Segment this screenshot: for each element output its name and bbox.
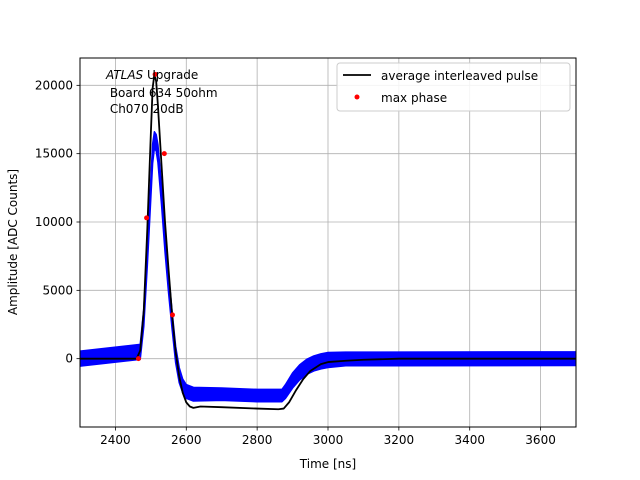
annotation-atlas: ATLAS: [105, 68, 144, 82]
y-tick-label-1: 5000: [42, 283, 73, 297]
max-phase-point-0: [135, 356, 141, 362]
x-tick-label-4: 3200: [384, 433, 415, 447]
x-tick-label-0: 2400: [100, 433, 131, 447]
annotation-channel: Ch070 20dB: [106, 102, 184, 116]
annotation-board: Board 634 50ohm: [106, 86, 218, 100]
y-tick-label-4: 20000: [35, 78, 73, 92]
ticks: 2400 2600 2800 3000 3200 3400 3600 0 5000 10000 15…: [35, 78, 556, 447]
y-tick-label-0: 0: [65, 352, 73, 366]
svg-text:ATLAS Upgrade: ATLAS Upgrade: [105, 68, 198, 82]
plot-area: [80, 71, 576, 411]
max-phase-point-3: [161, 151, 167, 157]
legend-label-average: average interleaved pulse: [381, 69, 538, 83]
legend-box: [336, 62, 571, 112]
annotation-upgrade: Upgrade: [143, 68, 198, 82]
legend: average interleaved pulse max phase: [336, 62, 571, 112]
max-phase-point-4: [169, 312, 175, 318]
x-tick-label-6: 3600: [525, 433, 556, 447]
max-phase-point-2: [152, 71, 158, 77]
y-tick-label-3: 15000: [35, 147, 73, 161]
x-tick-label-5: 3400: [454, 433, 485, 447]
max-phase-point-1: [144, 215, 150, 221]
legend-label-max-phase: max phase: [381, 91, 447, 105]
average-interleaved-pulse-line: [80, 73, 576, 411]
x-axis-title: Time [ns]: [299, 457, 356, 471]
legend-marker-max-phase: [354, 94, 360, 100]
y-axis-title: Amplitude [ADC Counts]: [6, 169, 20, 315]
x-tick-label-1: 2600: [171, 433, 202, 447]
y-tick-label-2: 10000: [35, 215, 73, 229]
x-tick-label-3: 3000: [313, 433, 344, 447]
annotation: ATLAS Upgrade Board 634 50ohm Ch070 20dB: [105, 68, 218, 116]
x-tick-label-2: 2800: [242, 433, 273, 447]
